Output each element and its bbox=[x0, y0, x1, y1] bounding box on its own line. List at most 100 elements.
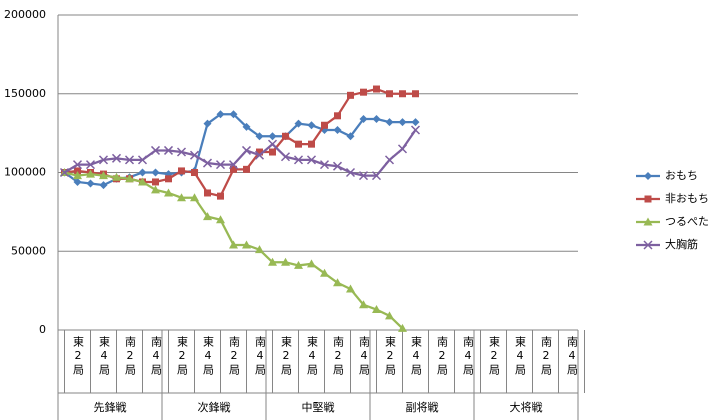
data-point bbox=[372, 305, 381, 314]
y-tick-label: 50000 bbox=[11, 244, 46, 257]
data-point bbox=[98, 155, 109, 165]
y-tick-label: 100000 bbox=[4, 166, 46, 179]
data-point bbox=[150, 145, 161, 155]
data-point bbox=[334, 112, 341, 120]
legend-label: 大胸筋 bbox=[665, 237, 698, 251]
data-point bbox=[371, 171, 382, 181]
data-point bbox=[242, 122, 251, 131]
data-point bbox=[163, 145, 174, 155]
data-point bbox=[372, 114, 381, 123]
x-tick-label: 東2局 bbox=[280, 336, 293, 377]
series-line bbox=[64, 171, 404, 330]
data-point bbox=[203, 119, 212, 128]
data-point bbox=[320, 125, 329, 134]
data-point bbox=[111, 153, 122, 163]
legend-label: おもち bbox=[665, 169, 698, 182]
data-point bbox=[165, 175, 172, 183]
data-point bbox=[189, 150, 200, 160]
data-point bbox=[410, 125, 421, 135]
x-tick-label: 東4局 bbox=[98, 336, 111, 377]
data-point bbox=[176, 147, 187, 157]
data-point bbox=[99, 181, 108, 190]
legend-marker bbox=[643, 240, 653, 250]
data-point bbox=[398, 118, 407, 127]
data-point bbox=[190, 193, 199, 202]
data-point bbox=[229, 240, 238, 249]
data-point bbox=[294, 260, 303, 269]
y-tick-label: 150000 bbox=[4, 87, 46, 100]
data-point bbox=[280, 152, 291, 162]
data-point bbox=[152, 178, 159, 186]
data-point bbox=[307, 259, 316, 268]
data-point bbox=[86, 169, 95, 178]
data-point bbox=[333, 125, 342, 134]
data-point bbox=[138, 168, 147, 177]
series-line bbox=[63, 129, 417, 177]
group-label: 副将戦 bbox=[406, 401, 439, 414]
data-point bbox=[373, 85, 380, 93]
data-point bbox=[268, 132, 277, 141]
data-point bbox=[293, 155, 304, 165]
data-point bbox=[294, 119, 303, 128]
data-point bbox=[412, 90, 419, 98]
data-point bbox=[385, 311, 394, 320]
data-point bbox=[254, 150, 265, 160]
x-tick-label: 東2局 bbox=[384, 336, 397, 377]
data-point bbox=[85, 160, 96, 170]
data-point bbox=[359, 300, 368, 309]
data-point bbox=[125, 174, 134, 183]
data-point bbox=[124, 155, 135, 165]
group-label: 先鋒戦 bbox=[94, 400, 127, 414]
data-point bbox=[268, 257, 277, 266]
data-point bbox=[281, 257, 290, 266]
legend-label: 非おもち bbox=[665, 192, 709, 205]
data-point bbox=[151, 185, 160, 194]
data-point bbox=[216, 110, 225, 119]
data-point bbox=[243, 165, 250, 173]
x-tick-label: 南2局 bbox=[436, 336, 449, 377]
data-point bbox=[204, 189, 211, 197]
data-point bbox=[347, 91, 354, 99]
data-point bbox=[333, 278, 342, 287]
x-tick-label: 南2局 bbox=[332, 336, 345, 377]
data-point bbox=[217, 192, 224, 200]
data-point bbox=[241, 145, 252, 155]
data-point bbox=[228, 160, 239, 170]
data-point bbox=[321, 121, 328, 129]
data-point bbox=[138, 177, 147, 186]
legend-label: つるぺた bbox=[665, 215, 709, 228]
data-point bbox=[215, 160, 226, 170]
x-tick-label: 東4局 bbox=[202, 336, 215, 377]
data-point bbox=[242, 240, 251, 249]
data-point bbox=[308, 140, 315, 148]
data-point bbox=[385, 118, 394, 127]
y-tick-label: 200000 bbox=[4, 8, 46, 21]
data-point bbox=[59, 167, 70, 178]
data-point bbox=[398, 323, 407, 332]
data-point bbox=[151, 168, 160, 177]
group-label: 大将戦 bbox=[510, 400, 543, 414]
x-tick-label: 南2局 bbox=[228, 336, 241, 377]
data-point bbox=[72, 160, 83, 170]
data-point bbox=[112, 172, 121, 181]
x-tick-label: 東2局 bbox=[488, 336, 501, 377]
data-point bbox=[202, 158, 213, 168]
y-tick-label: 0 bbox=[39, 323, 46, 336]
x-tick-label: 東2局 bbox=[72, 336, 85, 377]
data-point bbox=[74, 167, 81, 175]
data-point bbox=[230, 165, 237, 173]
data-point bbox=[360, 88, 367, 96]
data-point bbox=[269, 148, 276, 156]
data-point bbox=[178, 167, 185, 175]
x-tick-label: 南4局 bbox=[254, 336, 267, 377]
data-point bbox=[73, 177, 82, 186]
x-tick-label: 東4局 bbox=[306, 336, 319, 377]
data-point bbox=[229, 110, 238, 119]
data-point bbox=[411, 118, 420, 127]
data-point bbox=[307, 121, 316, 130]
data-point bbox=[255, 132, 264, 141]
data-point bbox=[399, 90, 406, 98]
data-point bbox=[359, 114, 368, 123]
data-point bbox=[86, 179, 95, 188]
data-point bbox=[346, 132, 355, 141]
